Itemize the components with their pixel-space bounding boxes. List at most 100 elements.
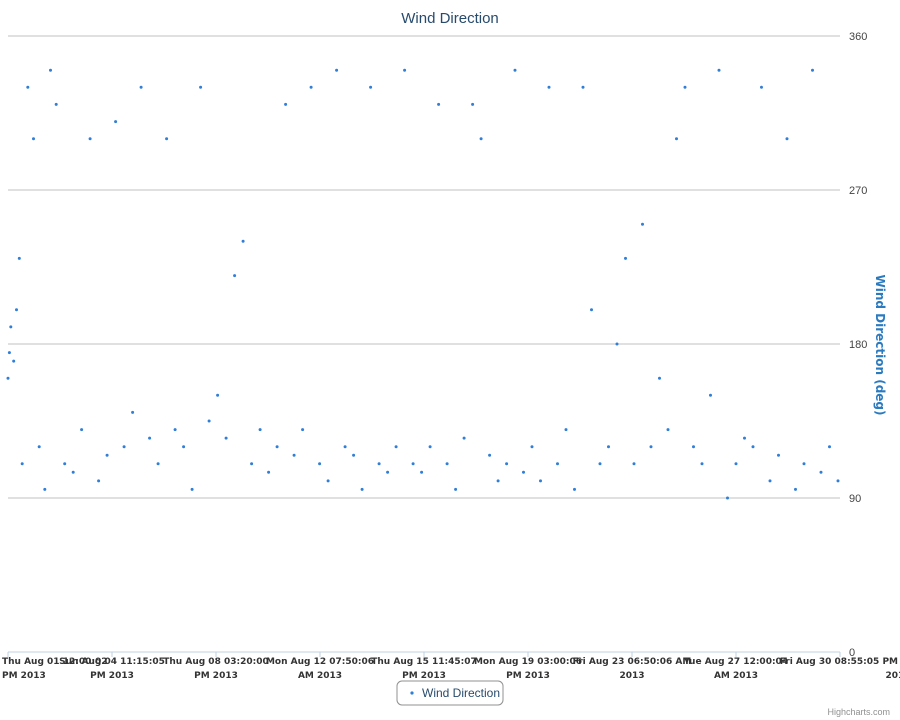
data-point <box>751 445 755 449</box>
data-point <box>369 85 373 89</box>
data-point <box>335 68 339 72</box>
data-point <box>284 102 288 106</box>
data-point <box>182 445 186 449</box>
scatter-series <box>6 68 840 500</box>
x-tick-label: Tue Aug 27 12:00:04 AM 2013 <box>684 657 788 681</box>
y-tick-label: 180 <box>849 339 867 351</box>
data-point <box>437 102 441 106</box>
data-point <box>131 410 135 414</box>
data-point <box>114 120 118 124</box>
data-point <box>165 137 169 141</box>
data-point <box>539 479 542 483</box>
data-point <box>377 462 381 466</box>
data-point <box>122 445 126 449</box>
data-point <box>777 453 780 457</box>
data-point <box>267 470 271 474</box>
data-point <box>352 453 356 457</box>
gridlines <box>8 35 840 499</box>
data-point <box>12 359 16 363</box>
data-point <box>190 487 194 491</box>
x-tick-label: Thu Aug 15 11:45:07 PM 2013 <box>371 657 476 681</box>
data-point <box>522 470 525 474</box>
data-point <box>275 445 279 449</box>
data-point <box>139 85 143 89</box>
x-tick-label: Thu Aug 01 12:00:02 PM 2013 <box>2 657 107 681</box>
x-tick-label: Fri Aug 23 06:50:06 AM 2013 <box>573 657 692 681</box>
chart-title: Wind Direction <box>401 10 499 27</box>
data-point <box>556 462 559 466</box>
data-point <box>675 137 678 141</box>
data-point <box>479 137 483 141</box>
data-point <box>26 85 30 89</box>
data-point <box>216 393 220 397</box>
y-axis-title: Wind Direction (deg) <box>873 274 887 415</box>
data-point <box>224 436 228 440</box>
data-point <box>9 325 13 329</box>
data-point <box>649 445 653 449</box>
data-point <box>454 487 458 491</box>
data-point <box>309 85 313 89</box>
data-point <box>428 445 432 449</box>
data-point <box>250 462 254 466</box>
data-point <box>607 445 610 449</box>
data-point <box>292 453 296 457</box>
data-point <box>173 428 177 432</box>
legend[interactable]: Wind Direction <box>396 680 504 706</box>
legend-item-wind-direction[interactable]: Wind Direction <box>422 686 500 700</box>
data-point <box>105 453 109 457</box>
y-tick-label: 0 <box>849 647 855 659</box>
data-point <box>726 496 729 500</box>
data-point <box>37 445 41 449</box>
data-point <box>590 308 593 312</box>
data-point <box>386 470 390 474</box>
credits-link[interactable]: Highcharts.com <box>827 707 890 717</box>
data-point <box>811 68 814 72</box>
data-point <box>828 445 831 449</box>
data-point <box>496 479 500 483</box>
data-point <box>717 68 721 72</box>
data-point <box>6 376 10 380</box>
data-point <box>301 428 305 432</box>
data-point <box>573 487 576 491</box>
x-tick-label: Sun Aug 04 11:15:05 PM 2013 <box>59 657 165 681</box>
data-point <box>581 85 585 89</box>
data-point <box>624 256 627 260</box>
data-point <box>760 85 763 89</box>
data-point <box>258 428 262 432</box>
data-point <box>802 462 806 466</box>
legend-marker <box>410 691 414 695</box>
y-axis-ticks: 0 90 180 270 360 <box>849 31 867 659</box>
data-point <box>641 222 644 226</box>
data-point <box>420 470 424 474</box>
x-tick-label: Thu Aug 08 03:20:00 PM 2013 <box>163 657 268 681</box>
data-point <box>488 453 492 457</box>
data-point <box>547 85 551 89</box>
data-point <box>233 274 237 278</box>
data-point <box>564 428 568 432</box>
data-point <box>43 487 47 491</box>
data-point <box>666 428 670 432</box>
x-tick-label: Mon Aug 19 03:00:06 PM 2013 <box>474 657 582 681</box>
y-tick-label: 270 <box>849 185 867 197</box>
data-point <box>658 376 661 380</box>
x-tick-label: Mon Aug 12 07:50:06 AM 2013 <box>266 657 374 681</box>
data-point <box>80 428 84 432</box>
data-point <box>156 462 160 466</box>
data-point <box>819 470 823 474</box>
data-point <box>403 68 407 72</box>
data-point <box>360 487 364 491</box>
data-point <box>692 445 695 449</box>
legend-box[interactable] <box>396 680 504 706</box>
data-point <box>768 479 772 483</box>
data-point <box>63 462 67 466</box>
data-point <box>598 462 602 466</box>
data-point <box>207 419 211 423</box>
data-point <box>615 342 619 346</box>
data-point <box>785 137 789 141</box>
data-point <box>530 445 534 449</box>
data-point <box>88 137 92 141</box>
data-point <box>743 436 746 440</box>
